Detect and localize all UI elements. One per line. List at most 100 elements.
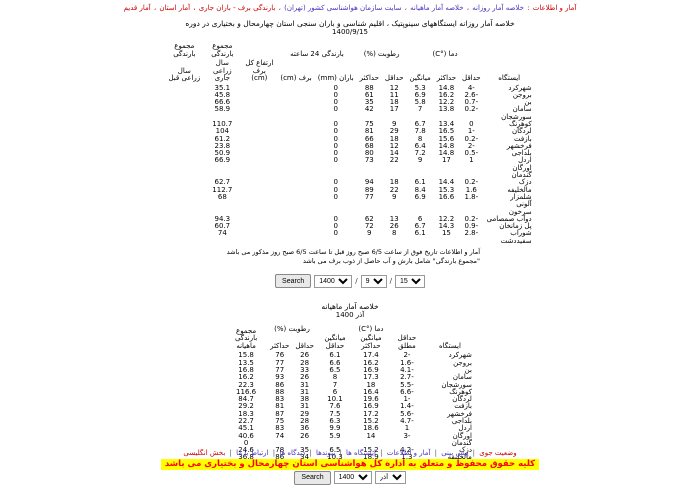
col-header-temp-max: حداکثر [436,74,457,83]
data-cell [277,106,314,113]
station-name: فرخشهر [506,141,532,150]
monthly-summary-table: ایستگاه دما (°C) رطوبت (%) مجموع بارندگی… [225,325,475,462]
data-cell [277,143,314,150]
footer-separator: | [432,449,440,457]
data-cell: -4.1 [400,365,414,374]
data-cell: 7 [417,105,423,114]
nav-link[interactable]: آمار قدیم [123,4,151,12]
data-cell [277,150,314,157]
footer-link[interactable]: دیدگاه ها [279,449,306,457]
daily-day-select[interactable]: 15 [394,274,425,288]
table-row: لردگان -1 19.6 10.1 38 83 84.7 [225,395,475,403]
data-cell [315,238,357,245]
col-header-station: ایستگاه [498,74,521,83]
data-cell: 88 [275,387,285,396]
station-name: بن [464,365,472,374]
footer-link[interactable]: پیش بینی [441,449,469,457]
daily-search-button[interactable]: Search [275,274,312,289]
nav-link[interactable]: بارندگی برف - باران جاری [198,4,276,12]
footer-link[interactable]: وضعیت جوی [479,449,517,457]
station-name: مالخلیفه [447,453,472,462]
data-cell: -5.6 [400,409,414,418]
data-cell: -2.8 [464,229,479,238]
footer-separator: | [270,449,278,457]
monthly-search-button[interactable]: Search [294,470,331,485]
col-header-mean-max: میانگین حداکثر [360,334,382,350]
data-cell [165,121,203,128]
data-cell: 22 [389,156,399,165]
data-cell [277,194,314,201]
data-cell: 6.3 [329,417,341,425]
footer-link[interactable]: ایستگاه ها [345,449,376,457]
data-cell [165,106,203,113]
table-row: گندمان 0 [225,439,475,447]
data-cell [277,172,314,179]
data-cell: 73 [364,156,374,165]
data-cell: -2.6 [464,90,479,99]
nav-link[interactable]: خلاصه آمار روزانه [472,4,524,12]
data-cell: 86 [275,380,285,389]
data-cell: 8.4 [414,185,426,194]
data-cell: 87 [275,409,285,418]
data-cell: 60.7 [214,222,231,231]
data-cell: 1 [469,156,474,165]
date-separator: / [389,277,392,286]
data-cell: 26 [300,373,310,382]
data-cell [407,201,434,208]
data-cell: 0 [333,149,338,158]
footer-link[interactable]: آمار و اطلاعات [386,449,431,457]
data-cell: -2 [467,141,475,150]
nav-link[interactable]: خلاصه آمار ماهیانه [410,4,464,12]
data-cell: 0 [333,119,338,128]
footer-link[interactable]: پیوندها [316,449,336,457]
data-cell: 35 [364,98,374,107]
data-cell [241,194,277,201]
data-cell: 7 [332,380,338,389]
data-cell: -1 [467,127,475,136]
data-cell: 74 [275,431,285,440]
data-cell [241,121,277,128]
nav-separator: ، [191,4,198,12]
data-cell [277,179,314,186]
data-cell: 16.4 [363,387,379,396]
data-cell: 7.5 [329,409,341,418]
data-cell: 80 [364,149,374,158]
data-cell: 16.2 [238,373,254,382]
station-name: بن [524,98,532,107]
station-name: سرخون [508,207,532,216]
data-cell [241,128,277,135]
data-cell: 15.2 [363,446,379,455]
data-cell: 7.2 [414,149,426,158]
table-row: مالخلیفه 1.6 15.3 8.4 22 89 0 112.7 [165,185,534,194]
data-cell: 5.3 [414,83,426,92]
data-cell [459,201,484,208]
nav-link[interactable]: سایت سازمان هواشناسی کشور (تهران) [284,4,402,12]
footer-link[interactable]: ارتباط با ما [236,449,269,457]
data-cell: 0 [333,156,338,165]
copyright-bar: کلیه حقوق محفوظ و متعلق به اداره کل هواش… [0,451,700,470]
data-cell: 16.8 [238,365,254,374]
monthly-year-select[interactable]: 1400 [333,471,372,485]
daily-month-select[interactable]: 9 [360,274,387,288]
station-name: شهرکرد [508,83,532,92]
table-row: سورشجان [165,112,534,121]
daily-year-select[interactable]: 1400 [314,274,353,288]
data-cell [277,121,314,128]
data-cell [357,201,382,208]
nav-link[interactable]: آمار استان [159,4,191,12]
table-row: شلمزار -1.8 16.6 6.9 9 77 0 68 [165,192,534,201]
station-name: سورشجان [501,112,532,121]
nav-link[interactable]: آمار و اطلاعات [532,4,577,12]
footer-link[interactable]: بخش انگلیسی [183,449,226,457]
col-header-station: ایستگاه [438,342,461,351]
monthly-month-select[interactable]: آذر [374,471,406,485]
data-cell: 15.3 [438,185,455,194]
station-name: گندمان [511,171,532,180]
data-cell [165,165,203,172]
data-cell: 62.7 [214,178,231,187]
data-cell: 72 [364,222,374,231]
station-name: اورگان [512,163,532,172]
data-cell: 0 [333,192,338,201]
data-cell: 6 [417,214,423,223]
col-header-snow-cm: برف (cm) [280,74,312,83]
